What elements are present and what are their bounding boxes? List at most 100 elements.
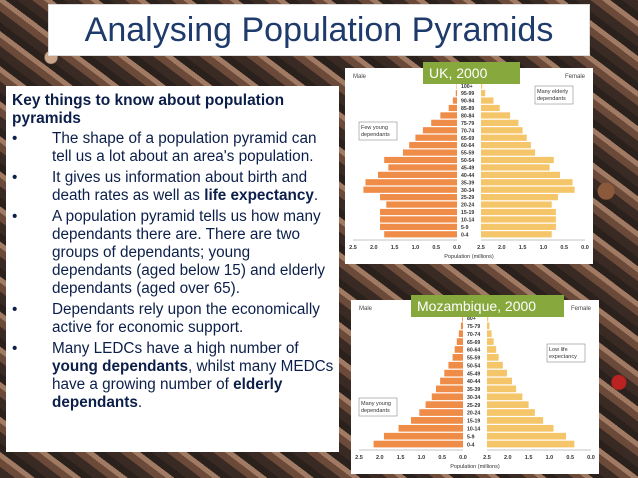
- female-bar: [481, 156, 554, 164]
- male-bar: [431, 119, 457, 126]
- female-bar: [481, 216, 556, 223]
- tick-label: 1.5: [391, 245, 399, 251]
- female-bar: [481, 186, 575, 193]
- male-bar: [448, 104, 457, 112]
- title-banner: Analysing Population Pyramids: [48, 4, 590, 56]
- male-bar: [452, 97, 457, 104]
- female-side-label: Female: [571, 306, 592, 312]
- male-bar: [452, 354, 463, 361]
- age-label: 55-59: [461, 151, 474, 157]
- age-label: 65-69: [461, 136, 474, 142]
- left-annotation-box: [358, 121, 398, 141]
- age-label: 90-94: [461, 99, 474, 105]
- female-bar: [487, 401, 529, 408]
- age-label: 10-14: [467, 427, 480, 433]
- male-bar: [460, 322, 463, 330]
- male-bar: [456, 338, 463, 345]
- uk-label: UK, 2000: [423, 62, 520, 84]
- tick-label: 1.5: [397, 455, 405, 461]
- tick-label: 0.5: [438, 455, 446, 461]
- male-bar: [419, 409, 463, 416]
- age-label: 95-99: [461, 91, 474, 97]
- tick-label: 2.0: [504, 455, 512, 461]
- tick-label: 0.0: [581, 245, 589, 251]
- male-bar: [398, 424, 463, 432]
- tick-label: 2.5: [477, 245, 485, 251]
- bullet-text: Many LEDCs have a high number of: [52, 340, 299, 357]
- age-label: 85-89: [461, 106, 474, 112]
- female-bar: [481, 97, 494, 104]
- age-label: 0-4: [461, 232, 469, 238]
- tick-label: 1.0: [418, 455, 426, 461]
- female-bar: [487, 346, 497, 353]
- male-bar: [365, 179, 457, 186]
- bullet-text: .: [313, 187, 319, 204]
- bullet-emphasis: elderly dependants: [52, 376, 283, 411]
- tick-label: 0.0: [459, 455, 467, 461]
- bullet-item: The shape of a population pyramid can te…: [12, 130, 334, 166]
- tick-label: 2.0: [376, 455, 384, 461]
- right-annotation: Low life expectancy: [549, 347, 577, 360]
- mozambique-pyramid-panel: Male Female 80+ 75-79 70-74 65-69 60-64 55-59 50…: [351, 300, 599, 474]
- female-bar: [487, 330, 492, 338]
- bullet-item: A population pyramid tells us how many d…: [12, 208, 334, 298]
- female-bar: [481, 231, 552, 238]
- age-label: 70-74: [467, 332, 480, 338]
- female-bar: [487, 440, 575, 448]
- mozambique-pyramid-chart: Male Female 80+ 75-79 70-74 65-69 60-64 55-5950…: [355, 306, 595, 470]
- female-bar: [481, 90, 486, 97]
- male-bar: [458, 330, 463, 338]
- bullet-item: Dependants rely upon the economically ac…: [12, 301, 334, 337]
- female-bar: [487, 377, 512, 385]
- male-bar: [462, 314, 463, 322]
- female-bar: [481, 208, 556, 216]
- female-bar: [481, 142, 531, 149]
- male-side-label: Male: [359, 306, 373, 312]
- male-bar: [448, 361, 463, 369]
- female-bar: [481, 149, 536, 156]
- bullet-text: The shape of a population pyramid can te…: [52, 130, 317, 165]
- female-bar: [481, 194, 558, 201]
- age-label: 60-64: [467, 348, 480, 354]
- tick-label: 1.0: [412, 245, 420, 251]
- age-label: 20-24: [467, 411, 480, 417]
- female-bar: [487, 338, 494, 345]
- age-label: 50-54: [467, 363, 480, 369]
- male-bar: [383, 432, 463, 440]
- male-bar: [440, 112, 457, 119]
- female-bar: [481, 179, 573, 186]
- male-bar: [363, 186, 457, 193]
- age-label: 20-24: [461, 203, 474, 209]
- bullet-emphasis: life expectancy: [204, 187, 314, 204]
- age-label: 80-84: [461, 114, 474, 120]
- age-label: 10-14: [461, 218, 474, 224]
- bullet-item: Many LEDCs have a high number of young d…: [12, 340, 334, 412]
- tick-label: 1.0: [540, 245, 548, 251]
- age-label: 30-34: [461, 188, 474, 194]
- right-annotation: Many elderly dependants: [537, 89, 568, 102]
- tick-label: 1.5: [519, 245, 527, 251]
- right-annotation-box: [534, 85, 574, 105]
- female-bar: [487, 314, 489, 322]
- male-bar: [422, 127, 457, 134]
- age-label: 25-29: [467, 403, 480, 409]
- age-label: 40-44: [461, 173, 474, 179]
- male-bar: [377, 171, 457, 178]
- right-annotation-box: [546, 343, 586, 363]
- tick-label: 0.5: [432, 245, 440, 251]
- female-bar: [487, 417, 544, 424]
- male-bar: [380, 216, 457, 223]
- uk-pyramid-panel: Male Female 100+ 95-99 90-94 85-89 80-84 75-79 7…: [345, 68, 593, 264]
- mozambique-label: Mozambique, 2000: [411, 295, 564, 317]
- tick-label: 1.0: [546, 455, 554, 461]
- female-bar: [487, 424, 554, 432]
- male-bar: [380, 208, 457, 216]
- tick-label: 0.5: [560, 245, 568, 251]
- female-bar: [487, 354, 499, 361]
- tick-label: 2.5: [349, 245, 357, 251]
- age-label: 5-9: [467, 434, 475, 440]
- age-label: 15-19: [461, 210, 474, 216]
- female-bar: [481, 82, 483, 89]
- male-bar: [373, 440, 463, 448]
